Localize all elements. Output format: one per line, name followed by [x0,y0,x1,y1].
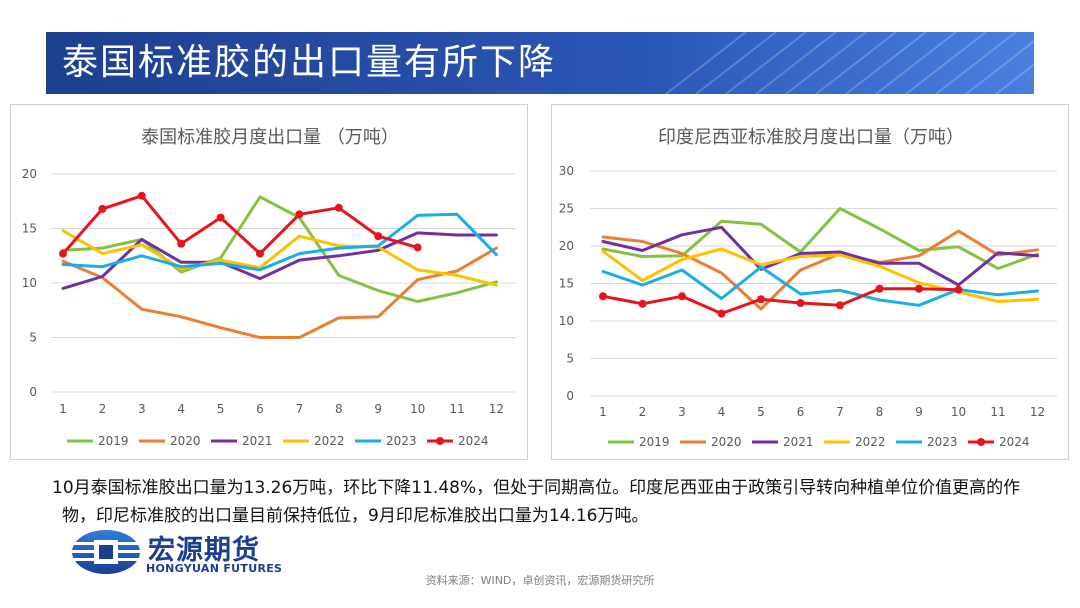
x-tick-label: 10 [410,402,425,416]
series-line-2024 [601,287,960,315]
data-point-2024 [875,284,884,293]
x-tick-label: 6 [256,402,264,416]
data-point-2024 [374,232,383,241]
x-tick-label: 3 [138,402,146,416]
y-tick-label: 20 [22,167,37,181]
title-banner: 泰国标准胶的出口量有所下降 [46,32,1034,94]
legend-label: 2022 [314,434,345,448]
thailand-chart-panel: 泰国标准胶月度出口量 （万吨） 0 5 10 15 20 1 2 3 4 5 6 7 8 9 10 11 12 20… [10,104,528,460]
banner-background [46,32,1034,94]
x-tick-label: 1 [599,405,607,419]
x-tick-label: 5 [217,402,225,416]
data-point-2024 [177,239,186,248]
legend-label: 2024 [999,435,1030,449]
x-tick-label: 11 [990,405,1005,419]
logo-english-name: HONGYUAN FUTURES [146,562,283,575]
legend-label: 2021 [783,435,814,449]
series-line-2023 [61,212,498,272]
series-line-2021 [601,225,1039,287]
data-point-2024 [599,292,607,301]
data-point-2024 [295,210,304,219]
indonesia-chart-panel: 印度尼西亚标准胶月度出口量（万吨） 0 5 10 15 20 25 30 1 2 3 4 5 6 7 8 9 10… [551,104,1069,460]
series-line-2019 [601,207,1039,270]
legend-label: 2024 [458,434,489,448]
series-line-2024 [61,194,420,256]
data-point-2024 [836,301,844,310]
x-tick-label: 12 [489,402,504,416]
logo-emblem-icon [72,530,140,574]
series-line-2020 [601,229,1039,311]
data-point-2024 [678,292,686,301]
x-tick-label: 9 [374,402,382,416]
y-tick-label: 15 [559,277,574,291]
data-point-2024 [256,249,264,258]
y-tick-label: 0 [29,385,37,399]
page-title: 泰国标准胶的出口量有所下降 [62,42,557,83]
description-text: 10月泰国标准胶出口量为13.26万吨，环比下降11.48%，但处于同期高位。印… [52,478,1021,526]
company-logo: 宏源期货 HONGYUAN FUTURES [70,528,320,576]
y-tick-label: 0 [566,389,574,403]
y-tick-label: 25 [559,202,574,216]
source-note: 资料来源：WIND，卓创资讯，宏源期货研究所 [425,574,655,587]
legend-label: 2019 [639,435,670,449]
x-tick-label: 12 [1030,405,1045,419]
legend-label: 2019 [98,434,129,448]
legend-label: 2023 [927,435,958,449]
legend-marker [977,438,985,446]
logo-chinese-name: 宏源期货 [148,535,260,566]
chart-title: 泰国标准胶月度出口量 （万吨） [141,127,399,148]
data-point-2024 [137,191,146,200]
data-point-2024 [216,213,225,222]
data-point-2024 [954,285,963,294]
series-line-2019 [61,195,498,303]
x-tick-label: 8 [876,405,884,419]
legend-label: 2020 [711,435,742,449]
legend-label: 2022 [855,435,886,449]
x-tick-label: 7 [836,405,844,419]
data-point-2024 [334,203,343,212]
x-tick-label: 4 [177,402,185,416]
x-tick-label: 2 [639,405,647,419]
x-tick-label: 3 [678,405,686,419]
series-line-2020 [61,246,498,339]
chart-title: 印度尼西亚标准胶月度出口量（万吨） [658,127,964,148]
y-tick-label: 30 [559,164,574,178]
legend-marker [436,437,444,445]
legend-label: 2023 [386,434,417,448]
legend-label: 2020 [170,434,201,448]
x-tick-label: 4 [718,405,726,419]
data-point-2024 [638,299,647,308]
y-tick-label: 5 [29,331,37,345]
x-tick-label: 7 [296,402,304,416]
legend-label: 2021 [242,434,273,448]
data-point-2024 [915,284,923,293]
x-tick-label: 5 [757,405,765,419]
data-point-2024 [717,309,726,318]
y-tick-label: 10 [559,314,574,328]
data-point-2024 [757,295,765,304]
x-tick-label: 8 [335,402,343,416]
data-point-2024 [413,243,422,252]
data-point-2024 [98,204,107,213]
series-line-2022 [601,247,1039,303]
x-tick-label: 6 [797,405,805,419]
data-point-2024 [59,249,67,258]
x-tick-label: 9 [915,405,923,419]
x-tick-label: 1 [59,402,67,416]
y-tick-label: 20 [559,239,574,253]
x-tick-label: 11 [449,402,464,416]
x-tick-label: 2 [99,402,107,416]
y-tick-label: 15 [22,222,37,236]
data-point-2024 [796,299,805,307]
series-line-2023 [601,265,1039,307]
series-line-2022 [61,229,498,287]
y-tick-label: 10 [22,276,37,290]
x-tick-label: 10 [951,405,966,419]
y-tick-label: 5 [566,352,574,366]
